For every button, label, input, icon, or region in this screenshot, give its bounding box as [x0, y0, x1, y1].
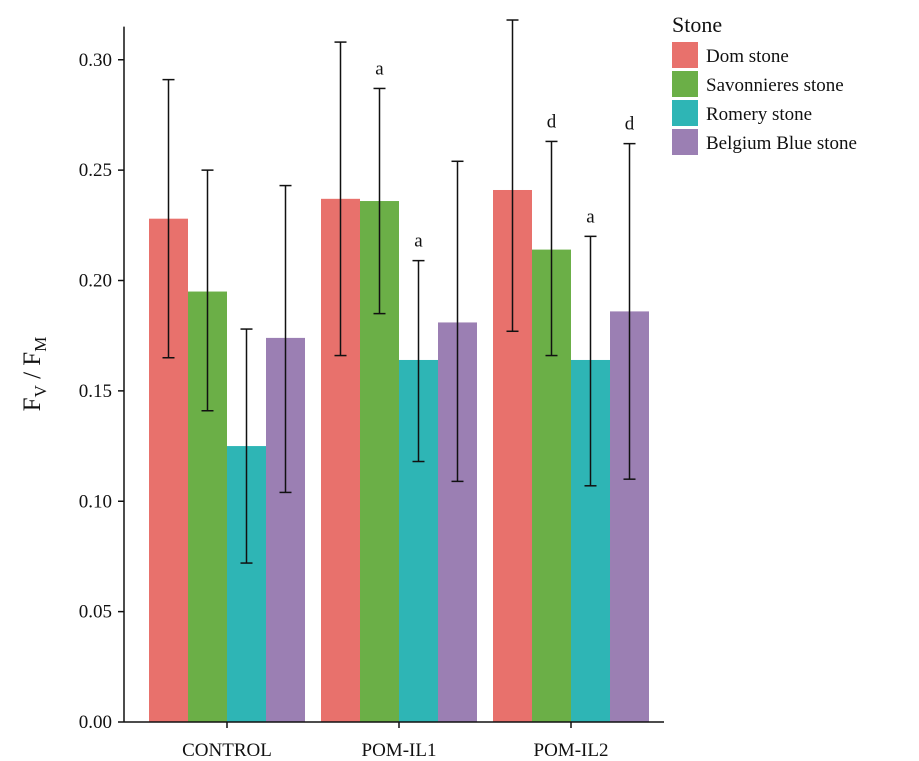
significance-label-4-3: d — [625, 114, 635, 135]
legend-label-3: Romery stone — [706, 104, 812, 125]
significance-label-2-2: a — [375, 58, 384, 79]
plot-area: a d a a d — [149, 19, 649, 722]
y-tick-label: 0.15 — [79, 381, 112, 402]
significance-label-3-3: a — [586, 206, 595, 227]
legend-label-2: Savonnieres stone — [706, 75, 844, 96]
legend-swatch-3 — [672, 100, 698, 126]
legend: Stone Dom stone Savonnieres stone Romery st… — [672, 12, 857, 155]
y-tick-label: 0.25 — [79, 160, 112, 181]
x-tick-label: POM-IL1 — [362, 740, 437, 761]
y-tick-label: 0.05 — [79, 602, 112, 623]
y-tick-label: 0.20 — [79, 271, 112, 292]
significance-label-3-2: a — [414, 231, 423, 252]
legend-label-1: Dom stone — [706, 46, 789, 67]
legend-swatch-4 — [672, 129, 698, 155]
x-tick-label: CONTROL — [182, 740, 272, 761]
y-tick-label: 0.00 — [79, 712, 112, 733]
significance-label-2-3: d — [547, 111, 557, 132]
legend-swatch-1 — [672, 42, 698, 68]
y-tick-label: 0.10 — [79, 491, 112, 512]
legend-label-4: Belgium Blue stone — [706, 133, 857, 154]
legend-swatch-2 — [672, 71, 698, 97]
legend-title: Stone — [672, 12, 722, 37]
y-axis: 0.00 0.05 0.10 0.15 0.20 0.25 0.30 — [79, 26, 125, 733]
y-tick-label: 0.30 — [79, 50, 112, 71]
x-tick-label: POM-IL2 — [534, 740, 609, 761]
y-axis-label: FV / FM — [19, 337, 50, 412]
x-axis: CONTROL POM-IL1 POM-IL2 — [124, 721, 664, 761]
